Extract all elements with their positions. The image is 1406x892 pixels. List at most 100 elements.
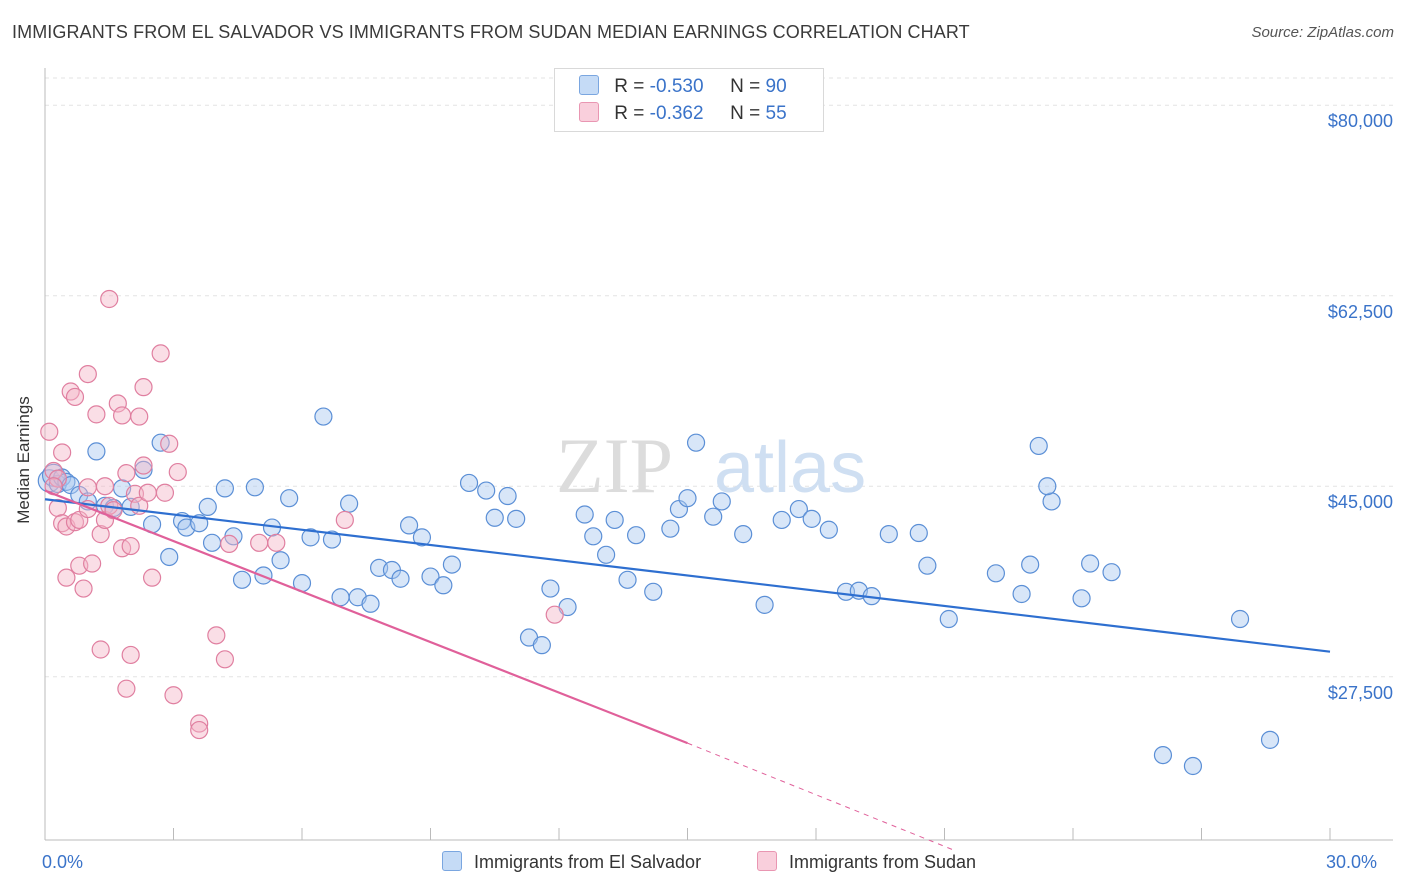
sudan-point bbox=[155, 483, 175, 502]
el-salvador-point bbox=[704, 507, 723, 526]
el-salvador-point bbox=[314, 407, 333, 426]
series-swatch-sudan bbox=[757, 851, 777, 871]
el-salvador-point bbox=[755, 595, 774, 614]
sudan-point bbox=[250, 533, 269, 552]
sudan-point bbox=[78, 364, 97, 384]
sudan-point bbox=[190, 720, 209, 740]
el-salvador-point bbox=[541, 579, 560, 598]
sudan-point bbox=[112, 406, 132, 425]
sudan-point bbox=[121, 536, 140, 556]
sudan-point bbox=[142, 568, 162, 587]
el-salvador-point bbox=[1260, 730, 1280, 749]
legend-r-label: R = bbox=[614, 76, 645, 97]
sudan-point bbox=[220, 534, 239, 554]
legend-r-label: R = bbox=[614, 103, 645, 124]
y-tick-label: $62,500 bbox=[1327, 301, 1393, 322]
sudan-point bbox=[117, 464, 136, 483]
el-salvador-point bbox=[1153, 745, 1173, 765]
sudan-point bbox=[168, 462, 187, 482]
sudan-point bbox=[74, 579, 93, 598]
el-salvador-point bbox=[280, 489, 299, 508]
el-salvador-point bbox=[198, 497, 217, 516]
legend-n-label: N = bbox=[730, 76, 761, 97]
sudan-point bbox=[78, 478, 97, 497]
sudan-point bbox=[164, 686, 183, 705]
source-note: Source: ZipAtlas.com bbox=[1251, 24, 1394, 41]
sudan-point bbox=[53, 443, 72, 462]
sudan-point bbox=[160, 434, 179, 453]
el-salvador-point bbox=[918, 556, 937, 575]
legend-row-el-salvador: R = -0.530 N = 90 bbox=[579, 75, 787, 99]
el-salvador-point bbox=[160, 547, 179, 567]
el-salvador-point bbox=[507, 509, 526, 528]
el-salvador-point bbox=[1072, 589, 1091, 608]
el-salvador-point bbox=[322, 530, 342, 549]
trend-line-sudan bbox=[44, 489, 688, 745]
y-tick-label: $27,500 bbox=[1327, 682, 1393, 703]
el-salvador-point bbox=[245, 478, 264, 497]
el-salvador-point bbox=[442, 555, 462, 574]
sudan-point bbox=[215, 650, 234, 669]
el-salvador-point bbox=[802, 509, 821, 528]
el-salvador-point bbox=[789, 499, 808, 519]
el-salvador-point bbox=[134, 460, 153, 479]
el-salvador-point bbox=[836, 582, 856, 601]
sudan-point bbox=[190, 714, 209, 733]
sudan-point bbox=[121, 645, 140, 665]
legend-swatch-sudan bbox=[579, 102, 599, 122]
sudan-point bbox=[125, 484, 145, 503]
legend-n-value: 90 bbox=[765, 76, 787, 97]
trend-line-el-salvador bbox=[44, 498, 1331, 653]
y-tick-label: $80,000 bbox=[1327, 111, 1393, 132]
el-salvador-point bbox=[271, 551, 290, 570]
el-salvador-point bbox=[575, 505, 594, 524]
el-salvador-point bbox=[485, 508, 504, 527]
sudan-point bbox=[207, 626, 226, 645]
sudan-point bbox=[108, 394, 127, 413]
el-salvador-point bbox=[399, 516, 419, 535]
watermark-zip: ZIP bbox=[556, 422, 673, 509]
data-points bbox=[37, 289, 1280, 776]
legend-n-label: N = bbox=[730, 103, 761, 124]
axes bbox=[44, 68, 1393, 841]
el-salvador-point bbox=[712, 492, 731, 511]
legend-r-value: -0.362 bbox=[649, 103, 704, 124]
correlation-legend: R = -0.530 N = 90 R = -0.362 N = 55 bbox=[554, 68, 824, 132]
el-salvador-point bbox=[772, 510, 791, 530]
el-salvador-point bbox=[1021, 555, 1040, 574]
el-salvador-point bbox=[1230, 609, 1250, 629]
el-salvador-point bbox=[1042, 492, 1061, 511]
legend-swatch-el-salvador bbox=[579, 75, 599, 95]
el-salvador-point bbox=[232, 570, 252, 589]
el-salvador-point bbox=[477, 481, 496, 500]
el-salvador-point bbox=[1012, 584, 1031, 604]
chart-title: IMMIGRANTS FROM EL SALVADOR VS IMMIGRANT… bbox=[12, 22, 970, 42]
el-salvador-point bbox=[498, 486, 517, 506]
legend-row-sudan: R = -0.362 N = 55 bbox=[579, 102, 787, 126]
el-salvador-point bbox=[331, 588, 350, 607]
sudan-point bbox=[91, 525, 110, 544]
el-salvador-point bbox=[340, 494, 359, 513]
el-salvador-point bbox=[939, 609, 958, 629]
watermark-atlas: atlas bbox=[714, 428, 866, 508]
el-salvador-point bbox=[734, 525, 753, 544]
y-tick-label: $45,000 bbox=[1327, 492, 1393, 513]
y-axis-label: Median Earnings bbox=[14, 396, 33, 524]
legend-r-value: -0.530 bbox=[649, 76, 704, 97]
el-salvador-point bbox=[391, 569, 410, 588]
el-salvador-point bbox=[819, 520, 838, 539]
el-salvador-point bbox=[909, 523, 928, 543]
watermark: ZIP atlas bbox=[556, 422, 866, 509]
sudan-point bbox=[100, 289, 119, 309]
el-salvador-point bbox=[686, 433, 706, 452]
el-salvador-point bbox=[584, 527, 603, 546]
sudan-point bbox=[65, 387, 85, 407]
el-salvador-point bbox=[879, 525, 898, 544]
series-legend-el-salvador: Immigrants from El Salvador bbox=[442, 851, 701, 873]
sudan-point bbox=[57, 568, 76, 587]
sudan-point bbox=[95, 477, 115, 496]
trend-line-sudan-extrapolated bbox=[687, 742, 954, 851]
el-salvador-point bbox=[626, 526, 646, 545]
el-salvador-point bbox=[1081, 554, 1100, 573]
